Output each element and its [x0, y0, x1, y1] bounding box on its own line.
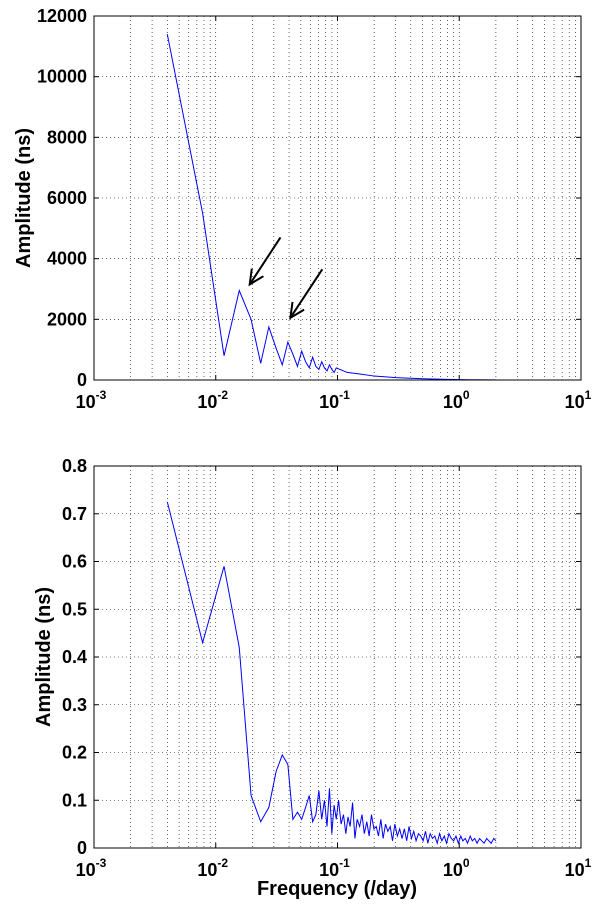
x-tick-label: 100 [443, 856, 470, 880]
y-tick-label: 0.7 [62, 504, 87, 524]
x-tick-label: 10-1 [319, 856, 350, 880]
y-tick-label: 0.8 [62, 456, 87, 476]
y-tick-label: 0.2 [62, 743, 87, 763]
series-line-bottom [166, 501, 497, 846]
chart-top: 10-3 10-2 10-1 100 101 0 2000 4000 6000 8000 1000… [13, 6, 592, 412]
y-tick-labels-top: 0 2000 4000 6000 8000 10000 12000 [37, 6, 87, 390]
y-tick-label: 0 [77, 838, 87, 858]
y-tick-label: 8000 [47, 127, 87, 147]
arrow-annotation [248, 236, 282, 287]
arrow-annotation [289, 268, 324, 320]
x-tick-label: 10-3 [76, 856, 107, 880]
series-line-top [166, 34, 496, 380]
y-tick-label: 0.4 [62, 647, 87, 667]
y-tick-label: 10000 [37, 67, 87, 87]
ticks-top [93, 15, 582, 381]
x-tick-labels-bottom: 10-3 10-2 10-1 100 101 [76, 856, 592, 880]
x-tick-label: 10-2 [197, 856, 228, 880]
y-tick-label: 12000 [37, 6, 87, 26]
y-tick-label: 0.1 [62, 790, 87, 810]
y-tick-label: 0.3 [62, 695, 87, 715]
y-tick-label: 0 [77, 370, 87, 390]
x-tick-label: 100 [443, 388, 470, 412]
grid-top [94, 16, 581, 380]
x-tick-label: 10-2 [197, 388, 228, 412]
y-tick-label: 0.6 [62, 552, 87, 572]
x-tick-label: 101 [565, 856, 592, 880]
chart-bottom: 10-3 10-2 10-1 100 101 0 0.1 0.2 0.3 0.4 0.5 0.6 0.… [33, 456, 592, 900]
x-tick-labels-top: 10-3 10-2 10-1 100 101 [76, 388, 592, 412]
grid-bottom [94, 466, 581, 848]
y-axis-label-bottom: Amplitude (ns) [33, 587, 55, 727]
y-axis-label-top: Amplitude (ns) [13, 128, 35, 268]
x-tick-label: 10-1 [319, 388, 350, 412]
x-tick-label: 101 [565, 388, 592, 412]
ticks-bottom [93, 465, 582, 849]
arrow-annotations [248, 236, 324, 320]
y-tick-labels-bottom: 0 0.1 0.2 0.3 0.4 0.5 0.6 0.7 0.8 [62, 456, 87, 858]
y-tick-label: 4000 [47, 249, 87, 269]
y-tick-label: 2000 [47, 309, 87, 329]
plot-frame-top [93, 15, 582, 381]
x-axis-label-bottom: Frequency (/day) [257, 878, 417, 900]
y-tick-label: 0.5 [62, 599, 87, 619]
y-tick-label: 6000 [47, 188, 87, 208]
x-tick-label: 10-3 [76, 388, 107, 412]
